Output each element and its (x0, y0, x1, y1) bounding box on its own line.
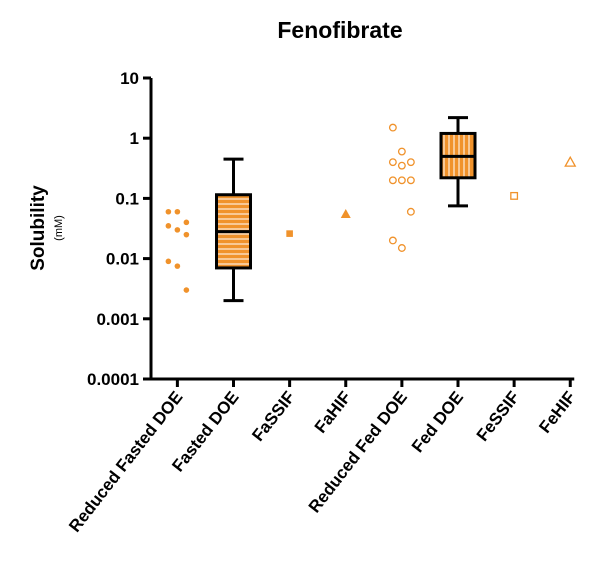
point (388, 176, 397, 185)
point (165, 258, 172, 265)
point (183, 219, 190, 226)
point (406, 207, 415, 216)
y-tick-label: 0.1 (115, 189, 139, 208)
point (397, 161, 406, 170)
point (510, 191, 519, 200)
x-tick-label: FeHIF (535, 388, 579, 437)
point (183, 287, 190, 293)
point (183, 231, 190, 238)
point (286, 230, 293, 237)
point (388, 158, 397, 167)
point (397, 147, 406, 156)
point (340, 209, 351, 219)
point (174, 227, 181, 233)
chart-title: Fenofibrate (277, 17, 402, 43)
y-tick-label: 1 (130, 129, 139, 148)
x-tick-label: Reduced Fed DOE (305, 388, 411, 517)
point (388, 236, 397, 245)
point (397, 176, 406, 185)
y-tick-label: 10 (120, 69, 139, 88)
point (165, 208, 172, 215)
point (165, 223, 172, 229)
x-tick-label: FaSSIF (248, 388, 298, 445)
y-axis-label: Solubility (28, 185, 49, 271)
point (174, 263, 181, 269)
x-tick-label: Fed DOE (408, 388, 467, 456)
x-tick-label: FaHIF (311, 388, 355, 437)
point (397, 244, 406, 252)
point (388, 123, 397, 132)
point (564, 155, 577, 167)
y-axis-unit: (mM) (53, 215, 65, 241)
point (406, 176, 415, 185)
point (406, 158, 415, 167)
y-tick-label: 0.0001 (87, 370, 139, 389)
y-tick-label: 0.001 (96, 310, 139, 329)
y-tick-label: 0.01 (106, 250, 139, 269)
x-tick-label: Reduced Fasted DOE (65, 388, 186, 536)
x-tick-label: FeSSIF (473, 388, 523, 445)
point (174, 208, 181, 215)
